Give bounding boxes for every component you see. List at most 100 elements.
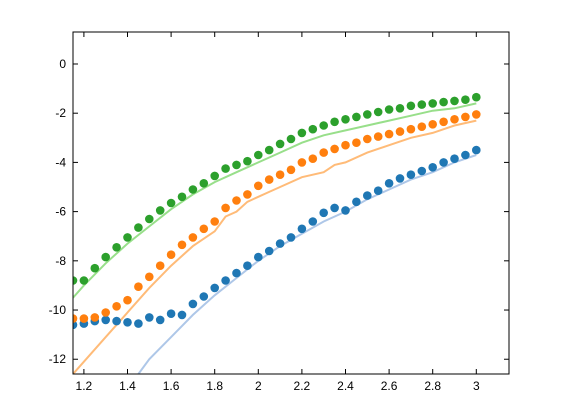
data-point-3 [232, 160, 241, 170]
data-point-2 [439, 117, 448, 127]
data-point-3 [308, 124, 318, 134]
data-point-2 [330, 144, 339, 154]
data-point-3 [395, 104, 405, 113]
data-point-3 [155, 206, 165, 215]
data-point-3 [73, 276, 78, 285]
data-point-3 [112, 243, 121, 252]
data-point-1 [417, 166, 427, 176]
data-point-2 [123, 295, 132, 305]
data-point-3 [243, 156, 252, 166]
data-point-3 [286, 134, 296, 144]
data-point-1 [428, 163, 438, 172]
data-point-3 [264, 145, 274, 155]
data-point-2 [308, 154, 318, 163]
fit-lines [73, 102, 477, 374]
data-point-2 [297, 158, 307, 167]
data-point-1 [472, 145, 481, 155]
data-point-1 [177, 310, 187, 320]
data-point-2 [166, 250, 176, 259]
data-point-1 [188, 299, 198, 309]
y-tick-label: 0 [59, 57, 66, 71]
data-point-3 [330, 117, 339, 127]
data-point-2 [363, 134, 372, 144]
data-point-3 [461, 95, 470, 104]
data-point-2 [253, 181, 263, 191]
fit-line-1 [137, 154, 477, 374]
y-tick-label: -8 [55, 254, 66, 268]
data-point-2 [101, 308, 110, 317]
data-point-3 [134, 223, 143, 232]
data-point-1 [406, 170, 416, 179]
data-point-2 [428, 120, 438, 129]
data-point-1 [199, 292, 209, 301]
data-point-3 [417, 100, 427, 109]
data-point-2 [188, 233, 198, 242]
data-point-2 [264, 175, 274, 184]
data-point-2 [352, 138, 361, 147]
data-points [73, 92, 481, 330]
data-point-1 [221, 276, 230, 285]
data-point-1 [297, 224, 307, 234]
data-point-2 [210, 217, 219, 226]
data-point-3 [90, 263, 100, 273]
data-point-2 [472, 110, 481, 119]
data-point-3 [428, 99, 438, 108]
data-point-1 [253, 252, 263, 262]
data-point-2 [112, 302, 121, 311]
data-point-3 [177, 192, 187, 202]
x-tick-label: 3 [473, 379, 480, 393]
data-point-1 [166, 309, 176, 319]
data-point-3 [199, 179, 209, 188]
y-tick-label: -2 [55, 106, 66, 120]
x-axis: 1.2 1.4 1.6 1.8 2 2.2 2.4 2.6 2.8 3 [76, 32, 480, 393]
data-point-3 [123, 233, 132, 242]
axes-box [72, 31, 510, 375]
data-point-1 [210, 283, 219, 293]
x-tick-label: 2.2 [294, 379, 311, 393]
data-point-2 [373, 132, 383, 141]
data-point-1 [308, 217, 318, 226]
data-point-3 [352, 112, 361, 122]
x-tick-label: 2.4 [337, 379, 354, 393]
data-point-1 [264, 246, 274, 256]
data-point-2 [461, 112, 470, 122]
data-point-2 [417, 122, 427, 131]
data-point-2 [134, 282, 143, 292]
data-point-3 [166, 198, 176, 208]
x-tick-label: 1.6 [163, 379, 180, 393]
y-tick-label: -12 [49, 352, 67, 366]
data-point-2 [286, 165, 296, 175]
data-point-1 [373, 186, 383, 195]
data-point-2 [155, 261, 165, 271]
data-point-1 [232, 268, 241, 278]
data-point-3 [253, 150, 263, 160]
data-point-1 [101, 315, 110, 325]
x-tick-label: 1.4 [119, 379, 136, 393]
data-point-1 [123, 318, 132, 327]
data-point-1 [134, 319, 143, 328]
data-point-1 [275, 239, 285, 248]
data-point-3 [188, 185, 198, 194]
data-point-2 [395, 127, 405, 136]
y-tick-label: -10 [49, 303, 67, 317]
data-point-2 [73, 314, 78, 323]
data-point-1 [363, 191, 372, 200]
data-point-2 [275, 170, 285, 179]
data-point-3 [101, 252, 110, 262]
data-point-2 [384, 129, 394, 139]
data-point-2 [221, 203, 230, 213]
data-point-1 [439, 158, 448, 167]
data-point-2 [232, 196, 241, 205]
fit-line-2 [73, 119, 477, 374]
x-tick-label: 1.8 [206, 379, 223, 393]
data-point-3 [384, 105, 394, 114]
data-point-3 [319, 121, 329, 130]
y-tick-label: -6 [55, 205, 66, 219]
data-point-3 [297, 128, 307, 138]
data-point-2 [90, 313, 100, 322]
data-point-1 [155, 315, 165, 325]
y-tick-label: -4 [55, 155, 66, 169]
data-point-2 [79, 314, 89, 323]
